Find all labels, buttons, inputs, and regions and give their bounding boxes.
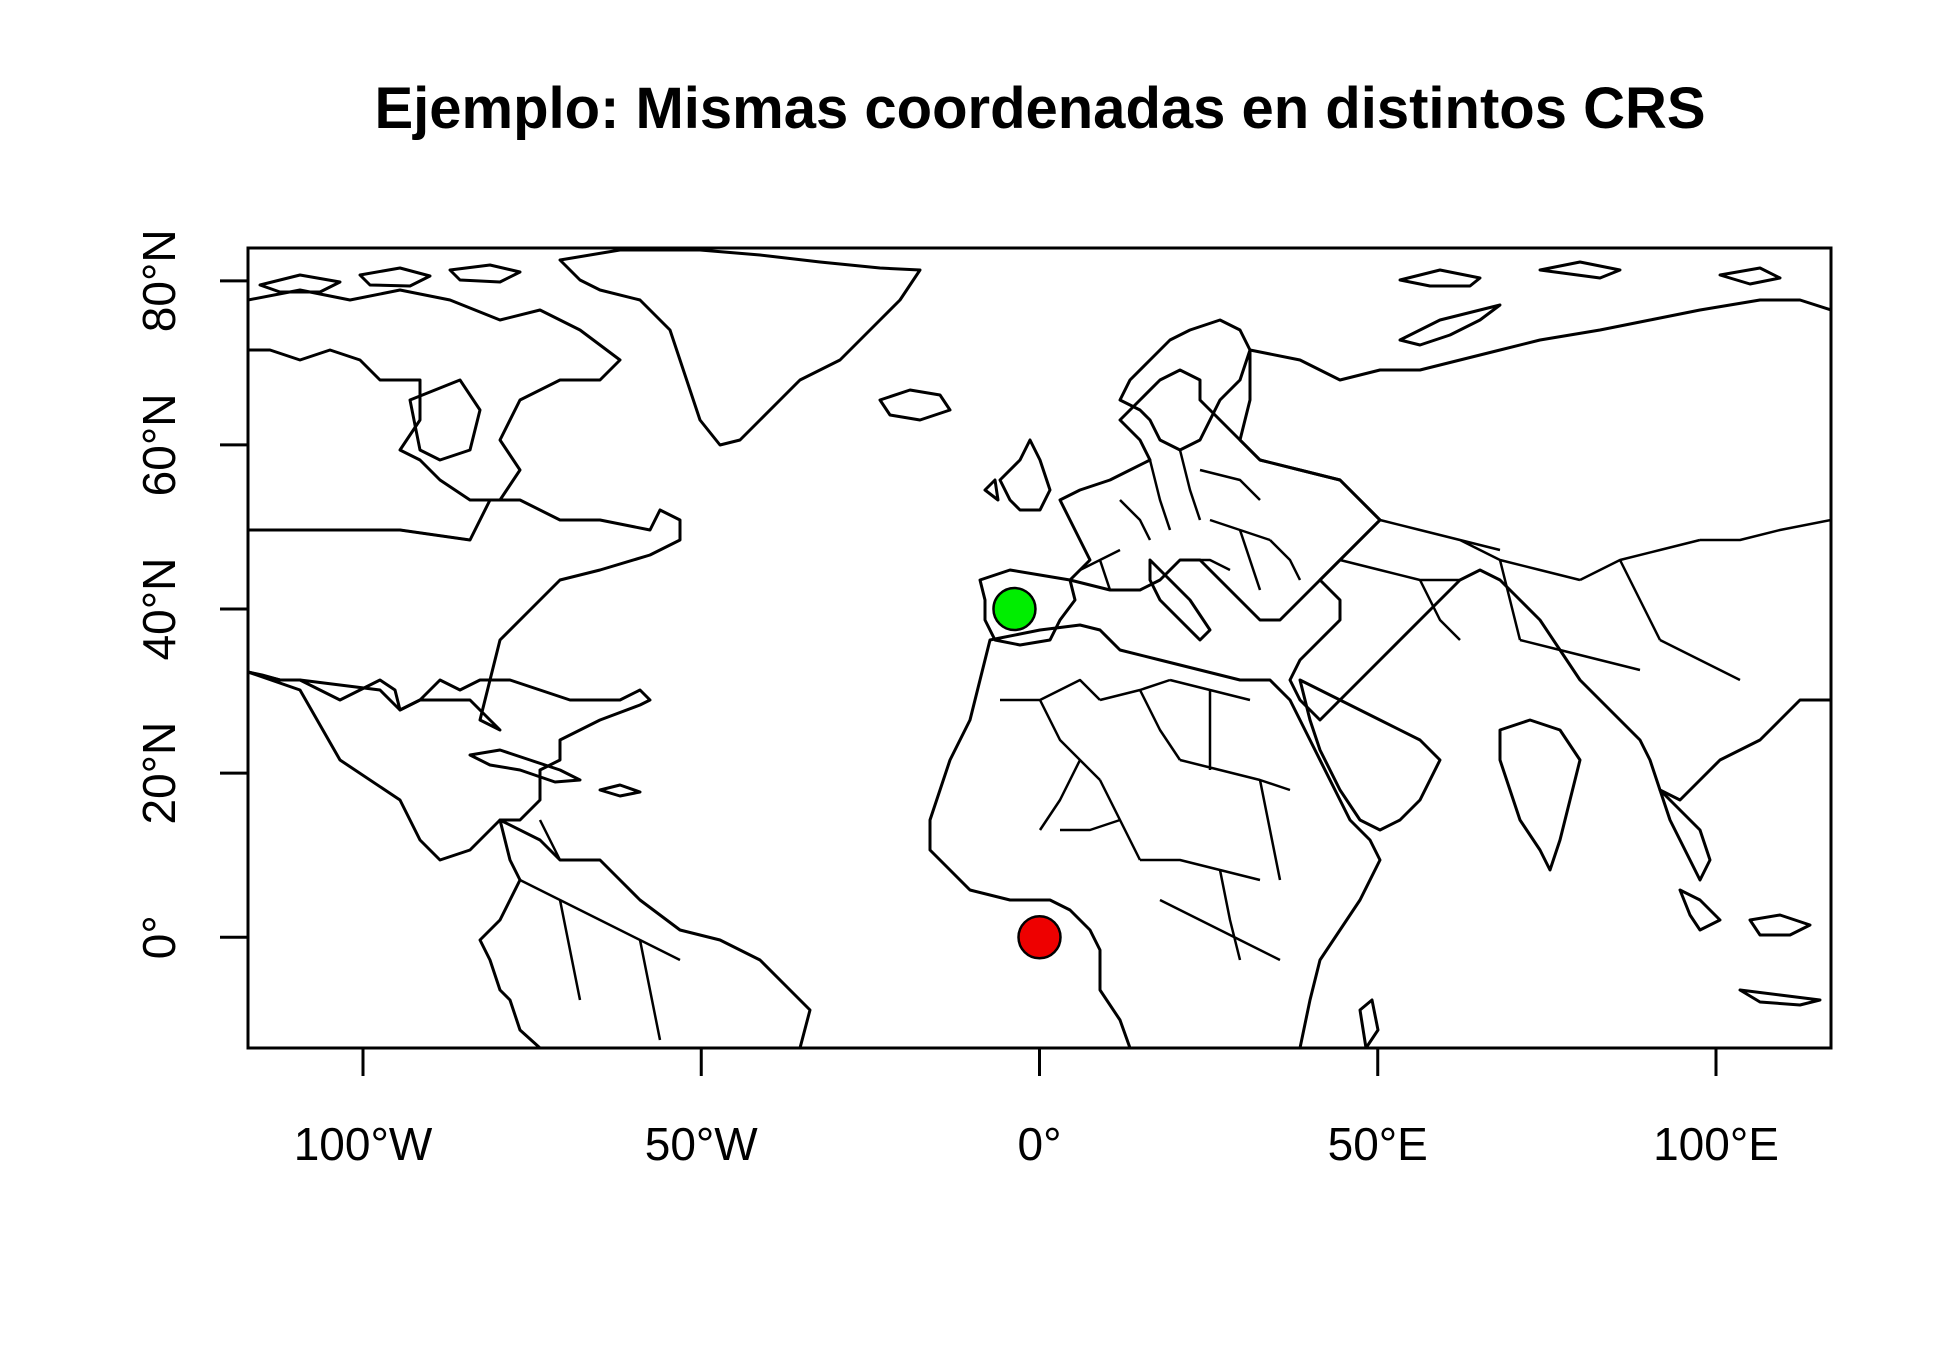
coastline-north-america <box>248 670 652 862</box>
y-tick-label: 40°N <box>133 558 185 661</box>
coastline-usa-east <box>248 498 682 732</box>
y-tick-label: 80°N <box>133 229 185 332</box>
coastline-greenland <box>558 248 922 447</box>
coastline-uk <box>983 438 1052 512</box>
x-tick-label: 0° <box>1018 1118 1062 1170</box>
coastline-southeast-asia <box>1658 788 1712 882</box>
coastline-canada-north <box>248 288 622 502</box>
y-tick-label: 20°N <box>133 722 185 825</box>
coastline-madagascar <box>1358 998 1380 1048</box>
chart-title: Ejemplo: Mismas coordenadas en distintos… <box>374 76 1705 141</box>
coastline-indonesia <box>1678 888 1822 1007</box>
coastline-iceland <box>878 388 952 422</box>
coastline-hudson-bay <box>408 378 482 462</box>
coastline-siberia-islands <box>1398 260 1782 288</box>
x-tick-label: 100°E <box>1653 1118 1779 1170</box>
borders-africa <box>1000 678 1291 962</box>
coastline-caribbean <box>468 748 642 798</box>
coastline-india <box>1498 718 1582 872</box>
coastline-africa <box>928 623 1382 1048</box>
x-tick-label: 50°W <box>645 1118 759 1170</box>
coastline-italy <box>1148 558 1212 642</box>
y-tick-label: 0° <box>133 915 185 959</box>
axes: 100°W 50°W 0° 50°E 100°E 0° 20°N 40°N 60°N 80°N <box>133 229 1779 1170</box>
borders-asia <box>1339 518 1831 682</box>
x-tick-label: 50°E <box>1328 1118 1428 1170</box>
coastline-south-america <box>478 818 812 1048</box>
border-usa-canada <box>248 528 471 542</box>
y-tick-label: 60°N <box>133 394 185 497</box>
borders-europe <box>1069 449 1302 591</box>
coastline-iberia <box>978 568 1077 647</box>
coastline-scandinavia <box>1118 318 1252 452</box>
x-tick-label: 100°W <box>294 1118 433 1170</box>
coastline-asia <box>1238 298 1831 802</box>
basemap <box>248 248 1831 1048</box>
coastline-arctic-islands <box>258 263 522 294</box>
coastline-novaya-zemlya <box>1398 303 1502 347</box>
borders-south-america <box>519 819 681 1041</box>
data-point <box>1017 914 1062 960</box>
coastline-arabia <box>1298 678 1442 832</box>
points-layer <box>992 586 1062 960</box>
data-point <box>992 586 1037 632</box>
